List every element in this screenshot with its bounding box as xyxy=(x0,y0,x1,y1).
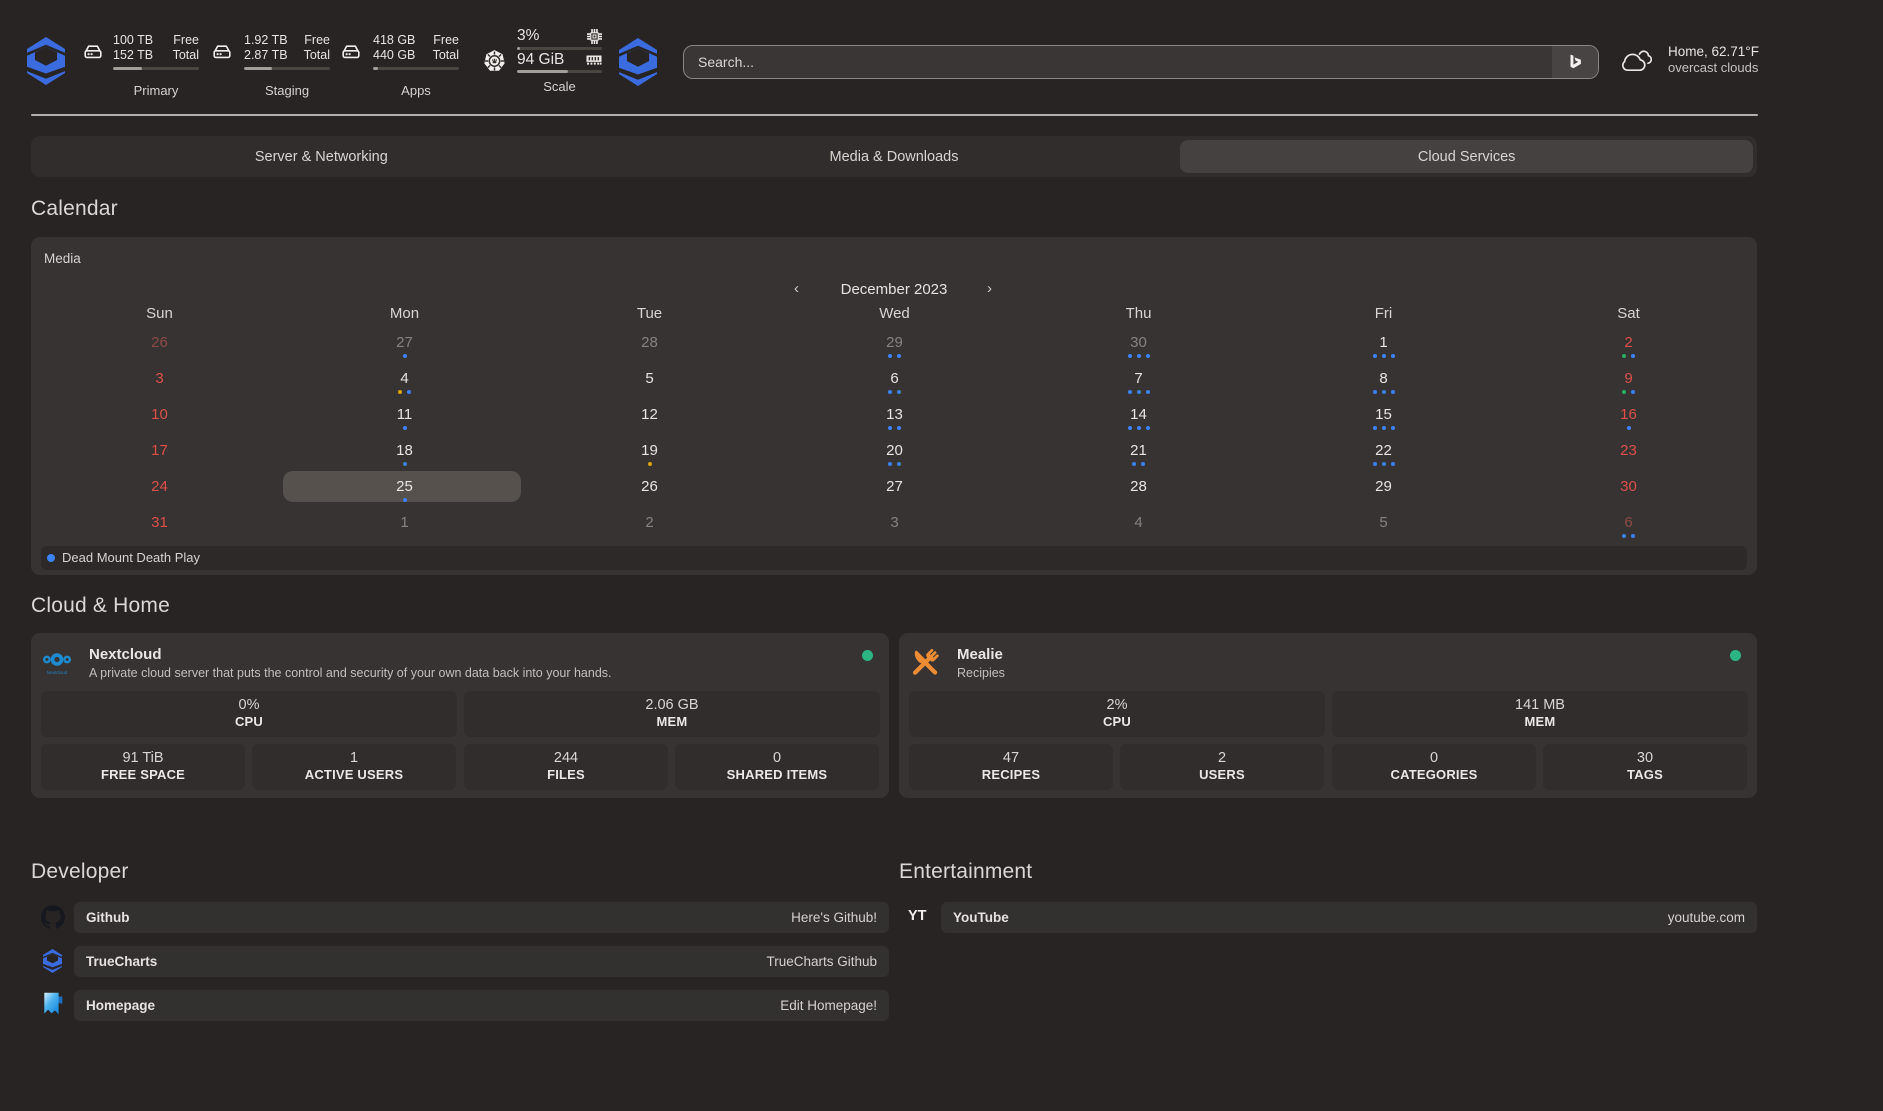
svg-text:Nextcloud: Nextcloud xyxy=(47,670,68,675)
